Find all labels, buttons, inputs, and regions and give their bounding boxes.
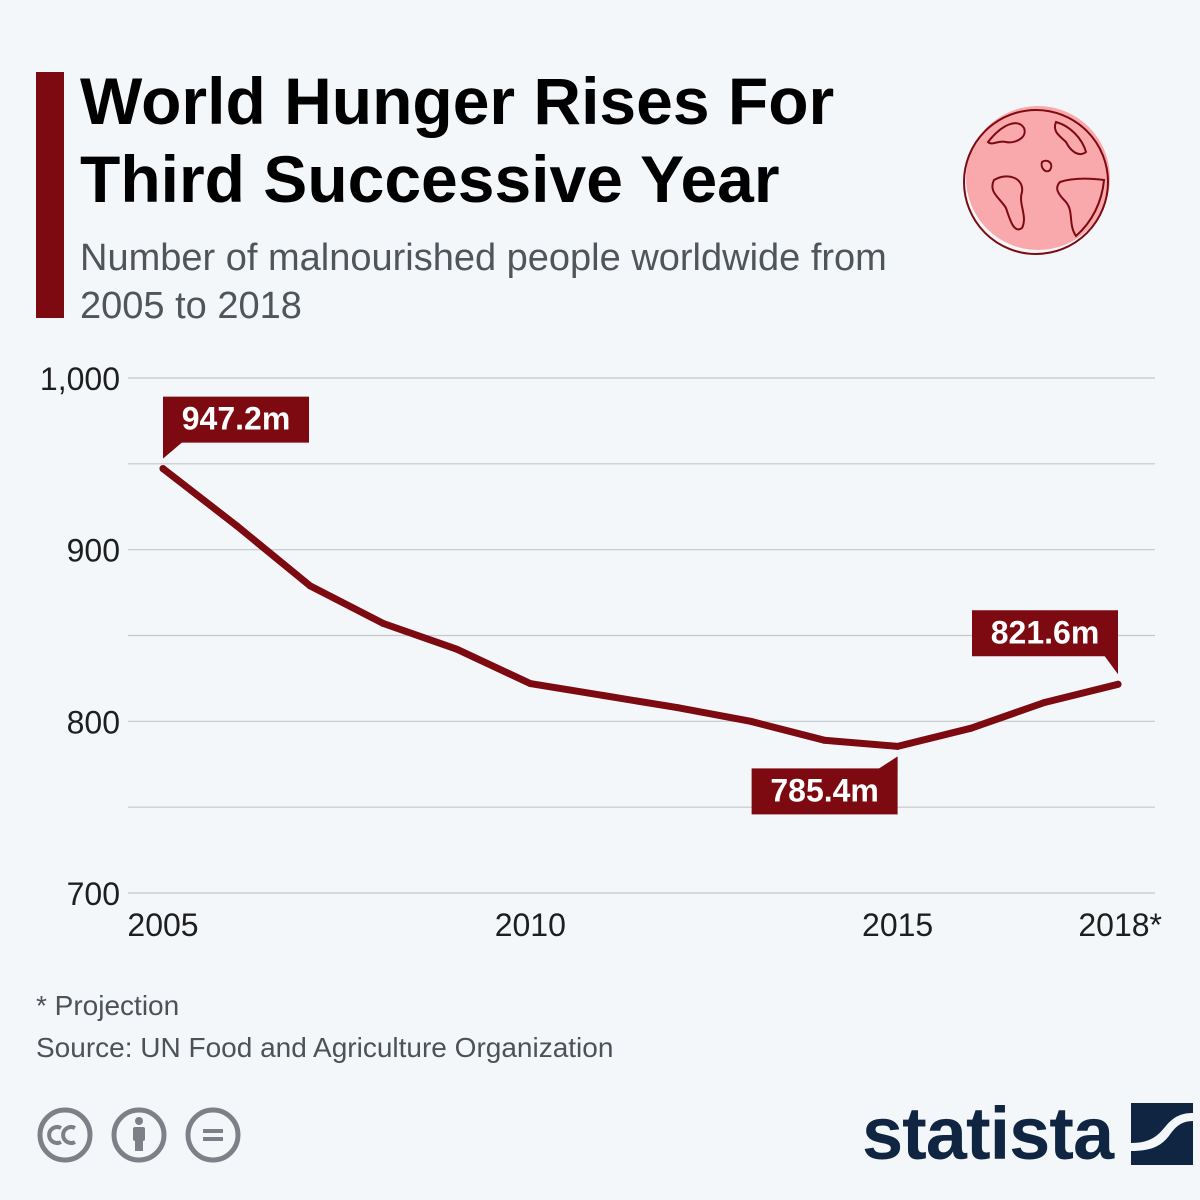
x-tick-label: 2005: [127, 907, 198, 943]
y-tick-label: 800: [67, 704, 120, 740]
data-label-text: 947.2m: [182, 401, 291, 437]
data-point-2014: [820, 736, 828, 744]
data-point-2015: [894, 742, 902, 750]
data-point-2008: [379, 619, 387, 627]
chart-title: World Hunger Rises For Third Successive …: [80, 64, 835, 216]
series-layer: [159, 465, 1122, 750]
statista-brand[interactable]: statista: [862, 1092, 1194, 1175]
y-tick-label: 700: [67, 876, 120, 912]
y-tick-label: 900: [67, 533, 120, 569]
globe-icon: [963, 106, 1110, 255]
x-tick-label: 2015: [862, 907, 933, 943]
y-tick-label: 1,000: [40, 361, 120, 397]
y-axis-ticks: 700 800 900 1,000: [40, 361, 120, 912]
data-point-2016: [967, 724, 975, 732]
data-point-2018: [1114, 680, 1122, 688]
brand-name: statista: [862, 1092, 1114, 1175]
data-point-2010: [526, 680, 534, 688]
data-label-text: 785.4m: [770, 772, 879, 808]
statista-logo-icon: [1131, 1103, 1194, 1165]
license-icons: [36, 1106, 242, 1164]
data-point-2007: [306, 582, 314, 590]
line-chart: 700 800 900 1,000 2005 2010 2015 2018* 947.2m 7…: [40, 361, 1162, 943]
x-tick-label: 2010: [495, 907, 566, 943]
data-label-2018: 821.6m: [972, 610, 1118, 675]
data-point-2005: [159, 465, 167, 473]
data-label-2015: 785.4m: [751, 756, 898, 815]
data-point-2017: [1041, 698, 1049, 706]
x-axis-ticks: 2005 2010 2015 2018*: [127, 907, 1162, 943]
attribution-icon[interactable]: [110, 1106, 168, 1164]
x-tick-label: 2018*: [1078, 907, 1162, 943]
no-derivatives-icon[interactable]: [184, 1106, 242, 1164]
creative-commons-icon[interactable]: [36, 1106, 94, 1164]
data-point-2006: [232, 522, 240, 530]
data-point-2012: [673, 704, 681, 712]
source-note: Source: UN Food and Agriculture Organiza…: [36, 1032, 614, 1063]
title-accent-bar: [36, 72, 64, 318]
series-line-0: [159, 465, 1122, 750]
data-point-2013: [747, 717, 755, 725]
data-labels: 947.2m 785.4m 821.6m: [163, 396, 1118, 815]
data-point-2011: [600, 692, 608, 700]
data-label-2005: 947.2m: [163, 396, 309, 459]
chart-subtitle: Number of malnourished people worldwide …: [80, 237, 887, 327]
data-point-2009: [453, 645, 461, 653]
projection-note: * Projection: [36, 990, 180, 1021]
data-label-text: 821.6m: [991, 614, 1100, 650]
